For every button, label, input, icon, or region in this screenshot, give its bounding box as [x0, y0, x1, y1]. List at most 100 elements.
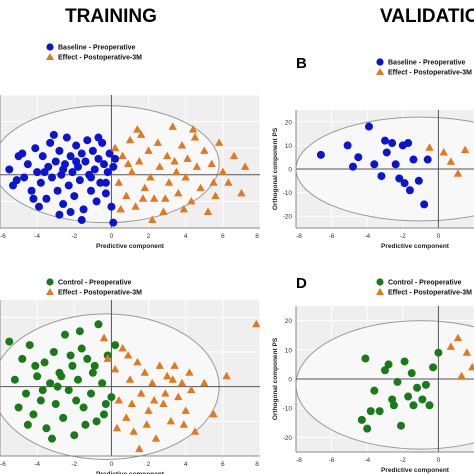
data-point-triangle [170, 361, 179, 369]
data-point-triangle [125, 375, 135, 383]
legend-marker [376, 58, 384, 66]
x-tick-label: -6 [329, 233, 335, 240]
data-point-circle [107, 393, 116, 402]
data-point-circle [418, 395, 427, 404]
data-point-circle [10, 375, 19, 384]
data-point-circle [53, 382, 62, 391]
data-point-circle [72, 396, 81, 405]
data-point-circle [354, 153, 363, 162]
data-point-circle [53, 186, 62, 195]
data-point-circle [98, 379, 107, 388]
data-point-triangle [153, 138, 163, 146]
x-tick-label: 4 [184, 461, 188, 468]
data-point-circle [391, 160, 400, 169]
data-point-triangle [185, 368, 194, 376]
x-tick-label: -6 [0, 461, 6, 468]
data-points [316, 122, 470, 209]
legend-label: Baseline - Preoperative [388, 60, 466, 67]
y-tick-label: 10 [285, 143, 293, 150]
data-point-circle [100, 160, 108, 169]
data-point-triangle [181, 406, 190, 414]
data-point-circle [46, 379, 55, 388]
data-point-circle [423, 155, 432, 164]
data-point-triangle [136, 130, 146, 138]
data-point-circle [395, 174, 404, 183]
data-point-triangle [149, 194, 159, 202]
data-point-circle [33, 168, 42, 177]
data-point-circle [348, 162, 357, 171]
x-tick-label: 4 [184, 233, 188, 240]
data-point-triangle [168, 375, 177, 383]
data-point-circle [55, 146, 64, 155]
data-point-circle [68, 361, 77, 370]
legend-label: Control - Preoperative [58, 280, 132, 287]
data-point-circle [111, 154, 120, 163]
y-tick-label: -20 [283, 435, 293, 442]
y-axis-title: Orthogonal component PS [272, 127, 279, 210]
data-point-triangle [133, 125, 142, 133]
data-point-circle [66, 152, 75, 161]
data-point-circle [388, 139, 397, 148]
data-point-circle [364, 122, 373, 131]
data-point-circle [382, 148, 391, 157]
legend-marker [46, 43, 54, 51]
data-point-triangle [237, 188, 246, 197]
data-point-circle [40, 168, 49, 177]
data-point-triangle [123, 350, 133, 359]
data-point-triangle [162, 151, 172, 160]
data-point-circle [87, 173, 95, 182]
data-point-triangle [224, 178, 233, 186]
data-point-circle [83, 136, 92, 145]
x-tick-label: 0 [437, 457, 441, 464]
data-point-triangle [140, 183, 150, 192]
data-point-triangle [174, 188, 183, 197]
data-point-circle [94, 320, 103, 329]
data-point-triangle [196, 183, 205, 192]
data-point-circle [81, 157, 90, 166]
legend-marker [376, 278, 384, 286]
data-point-triangle [222, 371, 231, 380]
data-point-circle [434, 348, 443, 357]
data-point-circle [87, 186, 95, 195]
data-point-circle [59, 413, 68, 422]
x-axis-title: Predictive component [381, 467, 450, 474]
data-point-triangle [462, 348, 472, 356]
data-point-circle [111, 341, 120, 350]
header-training: TRAINING [65, 6, 157, 27]
data-point-circle [400, 179, 409, 188]
data-point-triangle [211, 191, 220, 200]
data-point-circle [107, 202, 116, 211]
data-point-circle [38, 386, 47, 395]
data-point-circle [83, 354, 92, 363]
data-point-triangle [148, 215, 157, 224]
data-point-circle [94, 154, 103, 163]
data-point-circle [20, 173, 29, 182]
data-point-triangle [142, 420, 151, 428]
data-point-triangle [136, 389, 146, 397]
data-point-circle [425, 401, 434, 410]
y-tick-label: -20 [283, 214, 293, 221]
data-point-circle [96, 178, 105, 187]
data-point-circle [105, 149, 114, 158]
data-point-triangle [209, 178, 218, 186]
data-point-triangle [135, 157, 144, 165]
x-tick-label: 6 [221, 461, 225, 468]
data-point-circle [5, 165, 14, 174]
data-point-circle [64, 181, 73, 190]
x-axis-title: Predictive component [96, 243, 165, 250]
data-point-circle [77, 216, 86, 225]
data-point-circle [55, 210, 64, 219]
data-point-triangle [146, 172, 155, 181]
legend-label: Effect - Postoperative-3M [58, 55, 142, 62]
data-point-circle [46, 138, 55, 147]
data-point-triangle [457, 371, 466, 380]
legend-marker [46, 53, 54, 60]
data-point-circle [51, 400, 60, 408]
data-point-circle [22, 389, 30, 398]
x-tick-label: -8 [296, 233, 302, 240]
data-point-triangle [135, 444, 144, 453]
legend-label: Effect - Postoperative-3M [388, 70, 472, 77]
